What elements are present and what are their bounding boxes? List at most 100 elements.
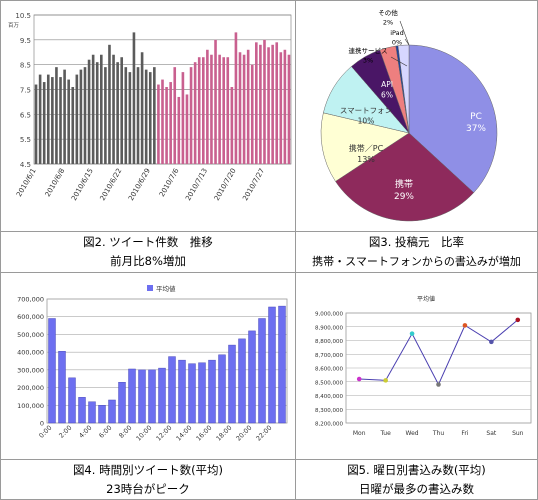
hourly-chart: 0 100,000 200,000 300,000 400,000 500,000 600,… [17,284,288,443]
bar-july [250,64,254,164]
y-tick-label: 200,000 [17,384,44,392]
y-tick-label: 5.5 [20,136,31,144]
y-tick-label: 9.5 [20,37,31,45]
bar-hour-9 [138,369,146,424]
y-tick-label: 400,000 [17,349,44,357]
y-tick-label: 8,600,000 [315,367,343,373]
bar-july [222,57,225,164]
y-tick-label: 8,400,000 [315,394,343,400]
bar-hour-5 [98,405,106,424]
x-tick-label: 2010/6/15 [70,167,95,202]
caption-4-line2: 日曜が最多の書込み数 [359,482,474,496]
bar-june [59,77,62,164]
caption-2-line1: 図3. 投稿元 比率 [368,235,465,249]
bar-june [55,67,58,164]
source-ratio-pie: PC 37% 携帯 29% 携帯／PC 13% スマートフォン 10% API 6% 連携サービス 3… [320,8,498,222]
bar-july [173,67,177,164]
bar-july [218,54,221,164]
point-thu [436,382,441,387]
y-tick-label: 700,000 [17,296,44,304]
bar-july [181,72,185,164]
y-tick-label: 6.5 [20,111,31,119]
bar-hour-14 [188,363,196,424]
y-tick-label: 0 [40,420,44,428]
bar-june [144,69,148,164]
x-tick-label: Mon [353,430,366,437]
bar-july [242,54,246,164]
x-tick-label: Wed [406,430,419,437]
bar-june [79,69,83,164]
caption-1-line2: 前月比8%増加 [110,254,186,268]
y-tick-label: 500,000 [17,331,44,339]
bar-july [226,57,230,164]
y-tick-label: 8,700,000 [315,353,343,359]
bar-july [255,42,258,164]
bar-hour-21 [258,318,266,424]
tweet-trend-chart: 4.5 5.5 6.5 7.5 8.5 9.5 10.5 百万 2010/6/1 2010/6/8… [8,12,292,202]
y-tick-label: 10.5 [15,12,31,20]
x-tick-label: 4:00 [77,424,93,440]
bar-june [91,54,95,164]
bar-june [128,72,132,164]
bar-hour-0 [48,318,56,424]
y-tick-label: 100,000 [17,402,44,410]
bar-hour-17 [218,354,226,424]
x-tick-label: 2010/7/27 [241,167,266,202]
pie-pct-4: 6% [381,91,393,100]
bar-hour-3 [78,397,86,424]
x-tick-label: 16:00 [195,424,214,443]
bar-july [169,82,172,164]
bar-june [75,74,79,164]
point-sun [515,317,521,323]
pie-slice-1 [335,132,475,222]
bar-june [116,62,119,164]
x-tick-label: Sat [486,430,496,437]
bar-june [108,44,111,164]
caption-3-line2: 23時台がピーク [106,482,190,496]
bar-june [46,74,50,164]
bar-hour-22 [268,306,276,424]
bar-july [283,49,287,165]
plot-area [46,298,288,424]
bar-june [136,67,140,164]
bar-july [161,79,164,164]
legend-swatch [147,285,153,291]
point-sat [489,339,494,345]
panel-hourly: 0 100,000 200,000 300,000 400,000 500,000 600,… [0,272,296,460]
x-tick-label: 2010/6/22 [99,167,124,202]
x-tick-label: 2010/6/29 [127,167,152,202]
bar-june [124,67,128,164]
bar-june [34,84,38,164]
y-unit-label: 百万 [8,22,20,29]
bar-june [95,62,99,164]
bar-july [275,42,279,164]
y-tick-label: 600,000 [17,313,44,321]
x-tick-label: 12:00 [155,424,174,443]
bar-june [38,74,42,164]
point-mon [356,376,362,382]
pie-pct-5: 3% [363,57,373,65]
x-tick-label: 14:00 [175,424,194,443]
bar-hour-8 [128,368,136,424]
pie-label-2: 携帯／PC [349,143,384,153]
bar-june [104,67,107,164]
bar-hour-18 [228,344,236,424]
bar-july [157,84,160,164]
x-tick-label: 2010/6/8 [44,167,67,198]
y-tick-label: 8,300,000 [315,408,343,414]
bar-june [42,82,46,164]
bar-june [120,57,124,164]
caption-3-line1: 図4. 時間別ツイート数(平均) [72,463,224,477]
bar-hour-12 [168,356,176,424]
pie-pct-2: 13% [357,155,375,164]
pie-label-7: その他 [378,8,398,17]
caption-panel-2: 図3. 投稿元 比率 携帯・スマートフォンからの書込みが増加 [295,231,538,273]
y-tick-label: 300,000 [17,366,44,374]
bar-hour-6 [108,399,116,424]
bar-july [259,44,262,164]
y-tick-label: 8,200,000 [315,422,343,428]
caption-panel-3: 図4. 時間別ツイート数(平均) 23時台がピーク [0,459,296,500]
pie-pct-0: 37% [466,124,486,134]
panel-source-ratio: PC 37% 携帯 29% 携帯／PC 13% スマートフォン 10% API 6% 連携サービス 3… [295,0,538,232]
